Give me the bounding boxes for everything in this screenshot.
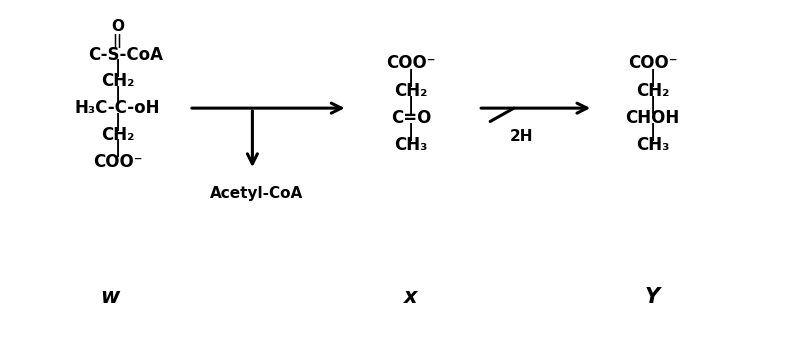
Text: Y: Y xyxy=(645,287,660,307)
Text: CH₂: CH₂ xyxy=(394,82,428,100)
Text: w: w xyxy=(100,287,120,307)
Text: Acetyl-CoA: Acetyl-CoA xyxy=(210,186,303,201)
Text: ||: || xyxy=(113,34,123,48)
Text: COO⁻: COO⁻ xyxy=(628,54,678,72)
Text: |: | xyxy=(115,113,120,131)
Text: |: | xyxy=(408,122,414,140)
Text: |: | xyxy=(115,86,120,104)
Text: CH₂: CH₂ xyxy=(101,72,134,90)
Text: |: | xyxy=(650,122,656,140)
Text: |: | xyxy=(115,139,120,157)
Text: H₃C-C-oH: H₃C-C-oH xyxy=(75,99,160,117)
Text: x: x xyxy=(404,287,417,307)
Text: C-S-CoA: C-S-CoA xyxy=(88,46,163,64)
Text: CH₂: CH₂ xyxy=(101,126,134,144)
Text: COO⁻: COO⁻ xyxy=(386,54,436,72)
Text: CH₃: CH₃ xyxy=(394,136,428,154)
Text: CH₂: CH₂ xyxy=(636,82,670,100)
Text: O: O xyxy=(111,19,124,34)
Text: |: | xyxy=(650,96,656,114)
Text: COO⁻: COO⁻ xyxy=(93,153,142,171)
Text: |: | xyxy=(408,69,414,87)
Text: |: | xyxy=(408,96,414,114)
Text: C=O: C=O xyxy=(391,109,431,127)
Text: CH₃: CH₃ xyxy=(636,136,670,154)
Text: 2H: 2H xyxy=(510,129,534,144)
Text: |: | xyxy=(115,59,120,77)
Text: |: | xyxy=(650,69,656,87)
Text: CHOH: CHOH xyxy=(626,109,680,127)
